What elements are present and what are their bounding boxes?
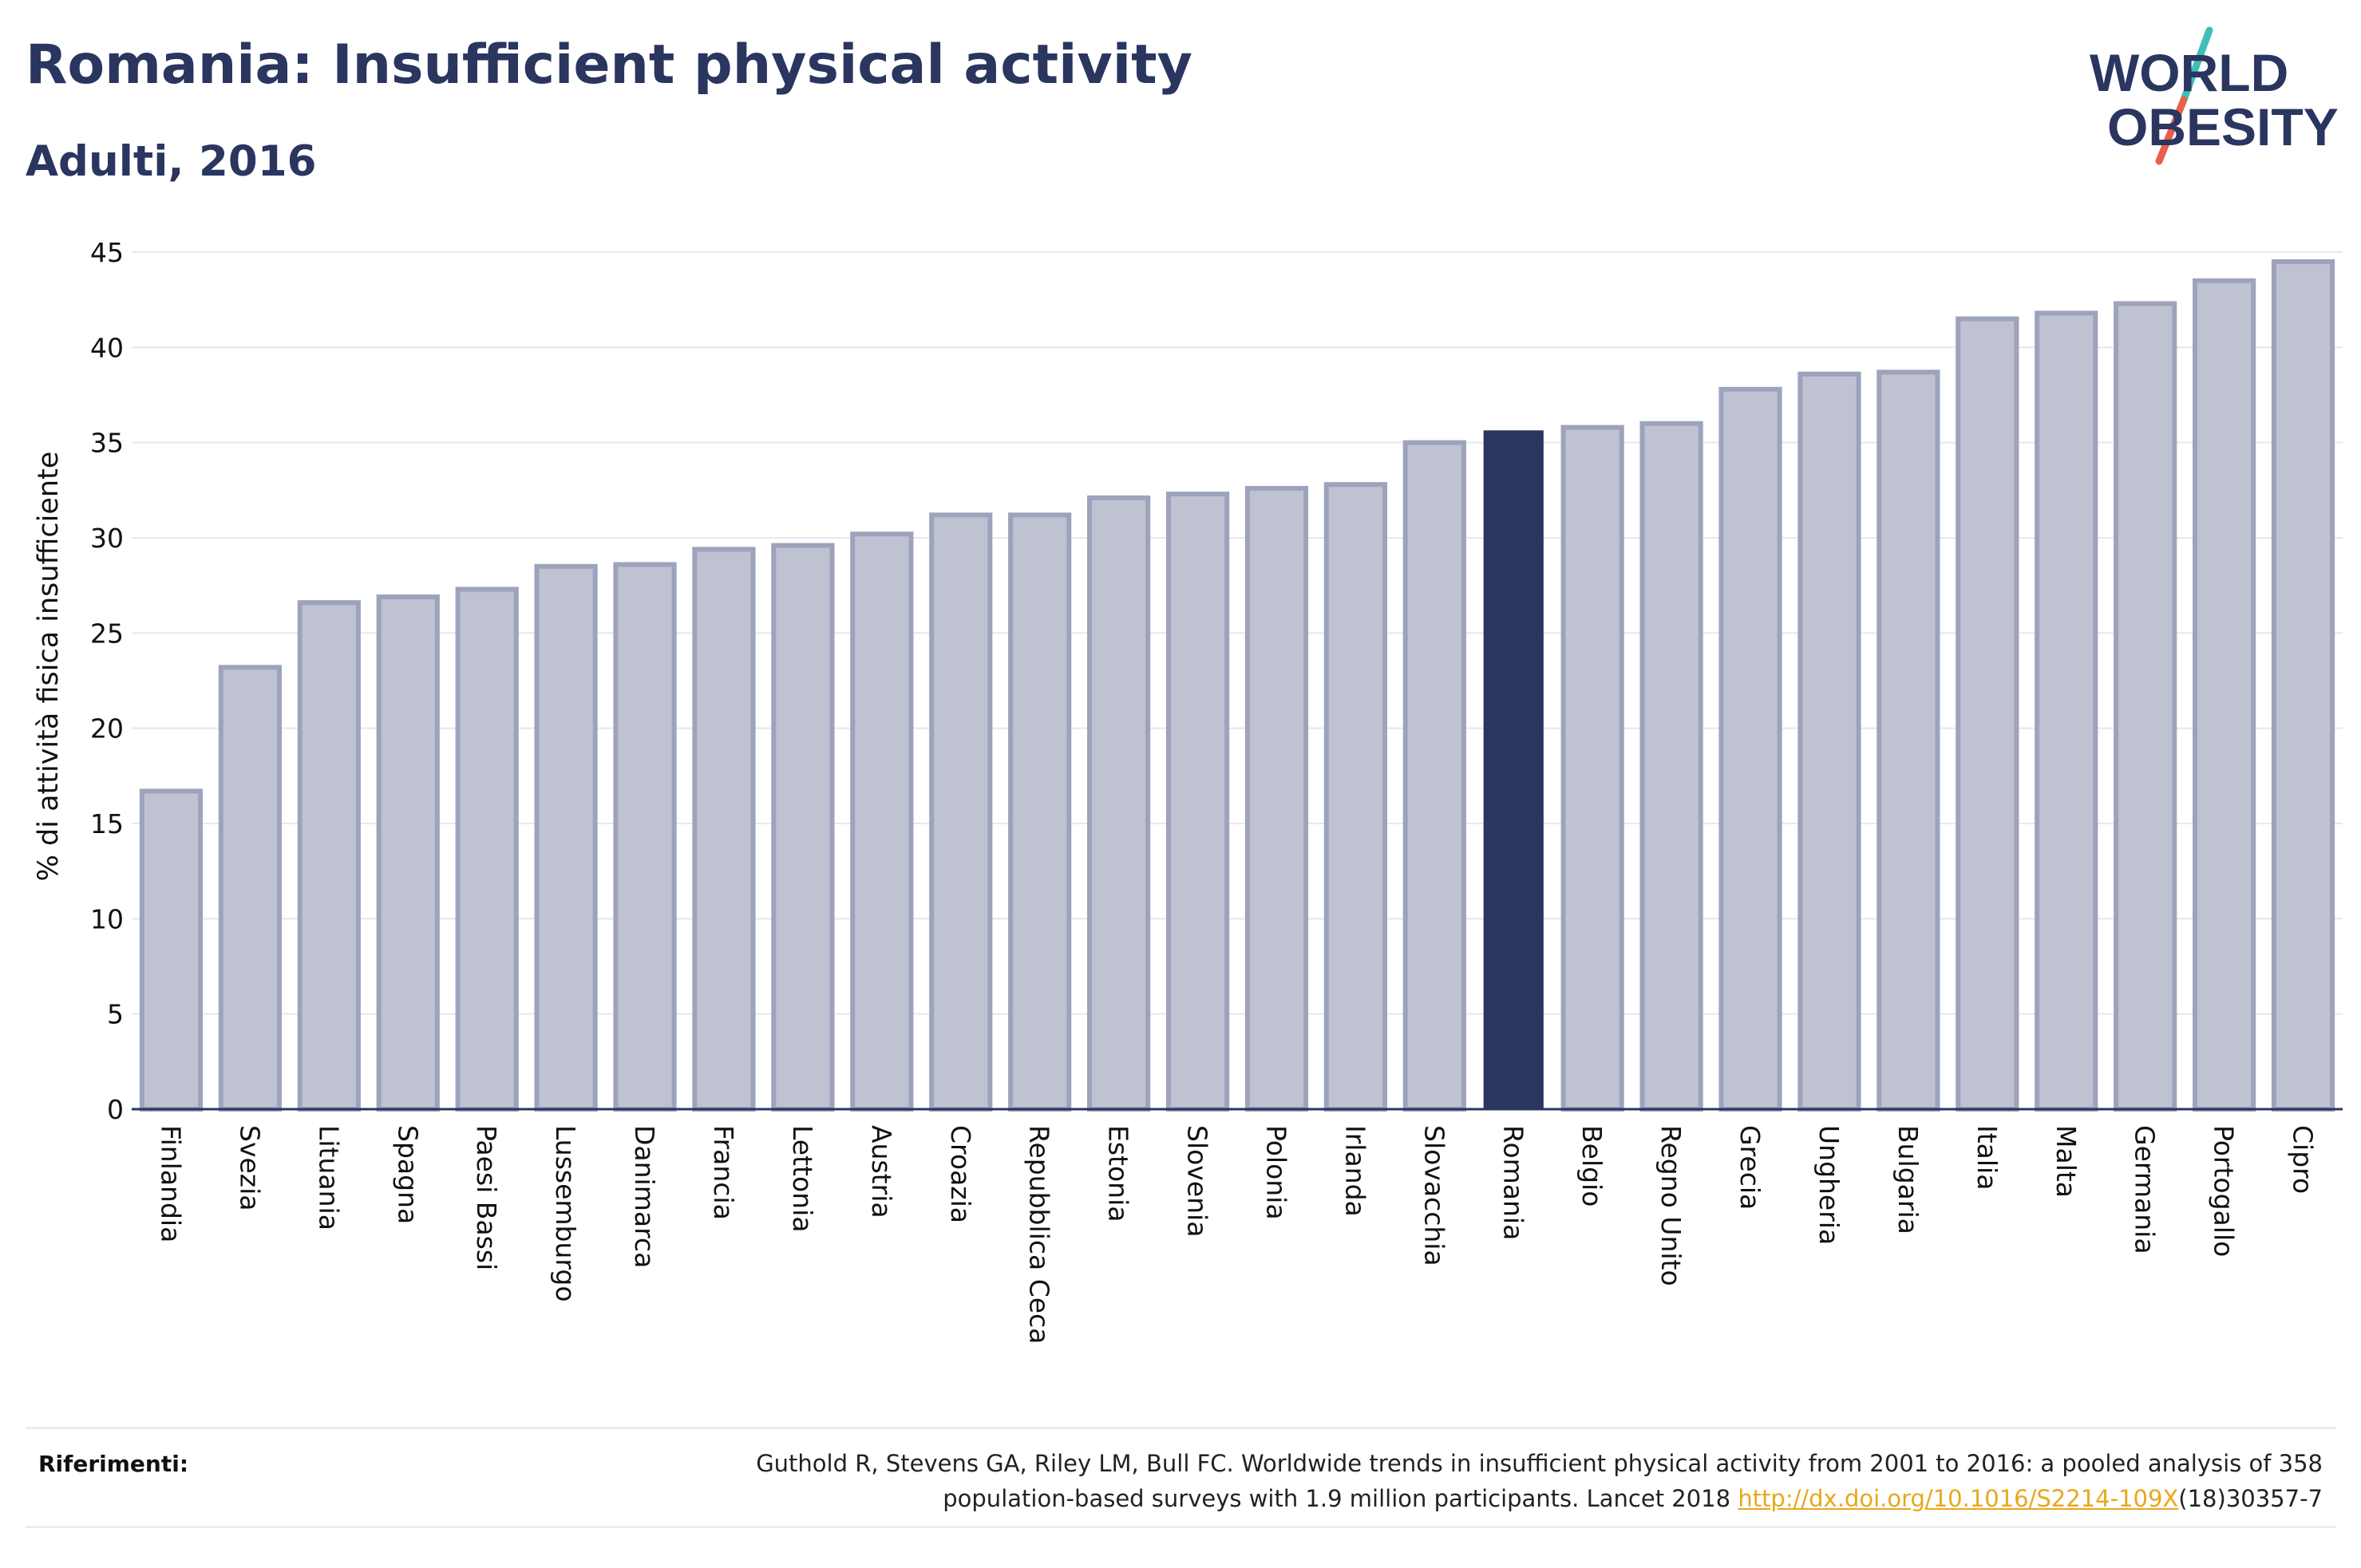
references-label: Riferimenti: bbox=[38, 1451, 189, 1477]
chart-title: Romania: Insufficient physical activity bbox=[26, 34, 1192, 97]
logo-line2: OBESITY bbox=[2107, 97, 2339, 156]
logo-slash-bottom bbox=[2155, 96, 2188, 165]
y-tick-label: 40 bbox=[90, 332, 124, 363]
y-tick-label: 15 bbox=[90, 808, 124, 839]
bar-italia bbox=[1956, 316, 2019, 1112]
y-tick-label: 45 bbox=[90, 237, 124, 268]
bar-paesi-bassi bbox=[455, 587, 519, 1112]
x-tick-label: Lettonia bbox=[787, 1125, 818, 1232]
references-line2: population-based surveys with 1.9 millio… bbox=[487, 1481, 2323, 1516]
bar-germania bbox=[2114, 301, 2177, 1112]
bar-repubblica-ceca bbox=[1008, 512, 1072, 1112]
bar-polonia bbox=[1244, 485, 1309, 1112]
bar-estonia bbox=[1087, 495, 1151, 1112]
x-tick-label: Portogallo bbox=[2209, 1125, 2240, 1257]
x-tick-label: Germania bbox=[2130, 1125, 2161, 1254]
bar-grecia bbox=[1718, 386, 1782, 1112]
bar-ungheria bbox=[1797, 371, 1861, 1112]
bar-romania bbox=[1483, 430, 1544, 1110]
x-tick-label: Irlanda bbox=[1339, 1125, 1370, 1217]
bar-regno-unito bbox=[1639, 421, 1703, 1112]
references-bottom-divider bbox=[26, 1526, 2335, 1528]
references-top-divider bbox=[26, 1427, 2335, 1429]
y-tick-label: 5 bbox=[107, 999, 124, 1030]
bar-croazia bbox=[929, 512, 993, 1112]
x-tick-label: Spagna bbox=[392, 1125, 423, 1224]
bar-francia bbox=[692, 547, 756, 1112]
x-tick-label: Danimarca bbox=[629, 1125, 660, 1268]
bar-irlanda bbox=[1323, 482, 1387, 1112]
y-tick-label: 20 bbox=[90, 713, 124, 745]
y-tick-label: 25 bbox=[90, 618, 124, 649]
x-tick-label: Lituania bbox=[313, 1125, 344, 1230]
x-tick-label: Regno Unito bbox=[1655, 1125, 1687, 1286]
x-tick-label: Polonia bbox=[1260, 1125, 1291, 1220]
x-tick-label: Romania bbox=[1497, 1125, 1529, 1240]
x-tick-label: Cipro bbox=[2288, 1125, 2319, 1194]
y-axis-label: % di attività fisica insufficiente bbox=[33, 452, 65, 882]
x-tick-label: Slovenia bbox=[1182, 1125, 1213, 1237]
bar-slovenia bbox=[1165, 492, 1230, 1112]
bar-austria bbox=[850, 531, 914, 1112]
references-line1: Guthold R, Stevens GA, Riley LM, Bull FC… bbox=[756, 1450, 2323, 1477]
x-tick-label: Finlandia bbox=[155, 1125, 186, 1242]
x-tick-label: Italia bbox=[1971, 1125, 2003, 1190]
x-tick-label: Estonia bbox=[1103, 1125, 1134, 1222]
x-tick-label: Repubblica Ceca bbox=[1024, 1125, 1055, 1344]
references-line2-suffix: (18)30357-7 bbox=[2178, 1485, 2323, 1512]
bars bbox=[139, 259, 2335, 1112]
logo-line1: WORLD bbox=[2090, 43, 2288, 102]
x-tick-label: Slovacchia bbox=[1418, 1125, 1449, 1266]
x-tick-label: Svezia bbox=[234, 1125, 265, 1211]
bar-lussemburgo bbox=[534, 563, 598, 1112]
x-tick-label: Malta bbox=[2051, 1125, 2082, 1198]
x-axis-labels: Finlandia Svezia Lituania Spagna Paesi Bassi… bbox=[155, 1125, 2318, 1344]
y-axis-ticks: 0 5 10 15 20 25 30 35 40 45 bbox=[90, 237, 124, 1125]
y-tick-label: 35 bbox=[90, 428, 124, 459]
bar-chart: 0 5 10 15 20 25 30 35 40 45 Finlandia Svezia Lituan… bbox=[33, 237, 2343, 1344]
bar-portogallo bbox=[2193, 278, 2256, 1112]
bar-bulgaria bbox=[1877, 369, 1940, 1112]
x-tick-label: Belgio bbox=[1576, 1125, 1608, 1207]
bar-danimarca bbox=[613, 562, 677, 1112]
x-tick-label: Austria bbox=[866, 1125, 897, 1218]
x-tick-label: Grecia bbox=[1734, 1125, 1766, 1210]
bar-malta bbox=[2035, 310, 2098, 1112]
bar-svezia bbox=[218, 665, 282, 1112]
x-tick-label: Ungheria bbox=[1813, 1125, 1845, 1245]
bar-cipro bbox=[2271, 259, 2335, 1112]
bar-belgio bbox=[1560, 425, 1624, 1112]
bar-slovacchia bbox=[1402, 440, 1466, 1112]
x-tick-label: Paesi Bassi bbox=[471, 1125, 502, 1270]
x-tick-label: Croazia bbox=[945, 1125, 976, 1223]
logo-slash-top bbox=[2180, 26, 2213, 104]
bar-lituania bbox=[297, 600, 361, 1112]
references-doi-link[interactable]: http://dx.doi.org/10.1016/S2214-109X bbox=[1738, 1485, 2179, 1512]
references-line2-prefix: population-based surveys with 1.9 millio… bbox=[943, 1485, 1738, 1512]
y-tick-label: 0 bbox=[107, 1094, 124, 1125]
y-tick-label: 10 bbox=[90, 903, 124, 934]
world-obesity-logo: WORLD OBESITY bbox=[2090, 26, 2339, 165]
chart-subtitle: Adulti, 2016 bbox=[26, 137, 317, 186]
x-tick-label: Bulgaria bbox=[1892, 1125, 1924, 1234]
bar-spagna bbox=[376, 594, 440, 1112]
bar-finlandia bbox=[139, 788, 204, 1112]
x-tick-label: Lussemburgo bbox=[550, 1125, 581, 1302]
y-tick-label: 30 bbox=[90, 523, 124, 554]
x-tick-label: Francia bbox=[708, 1125, 739, 1220]
bar-lettonia bbox=[771, 543, 835, 1112]
references-text: Guthold R, Stevens GA, Riley LM, Bull FC… bbox=[487, 1446, 2323, 1516]
